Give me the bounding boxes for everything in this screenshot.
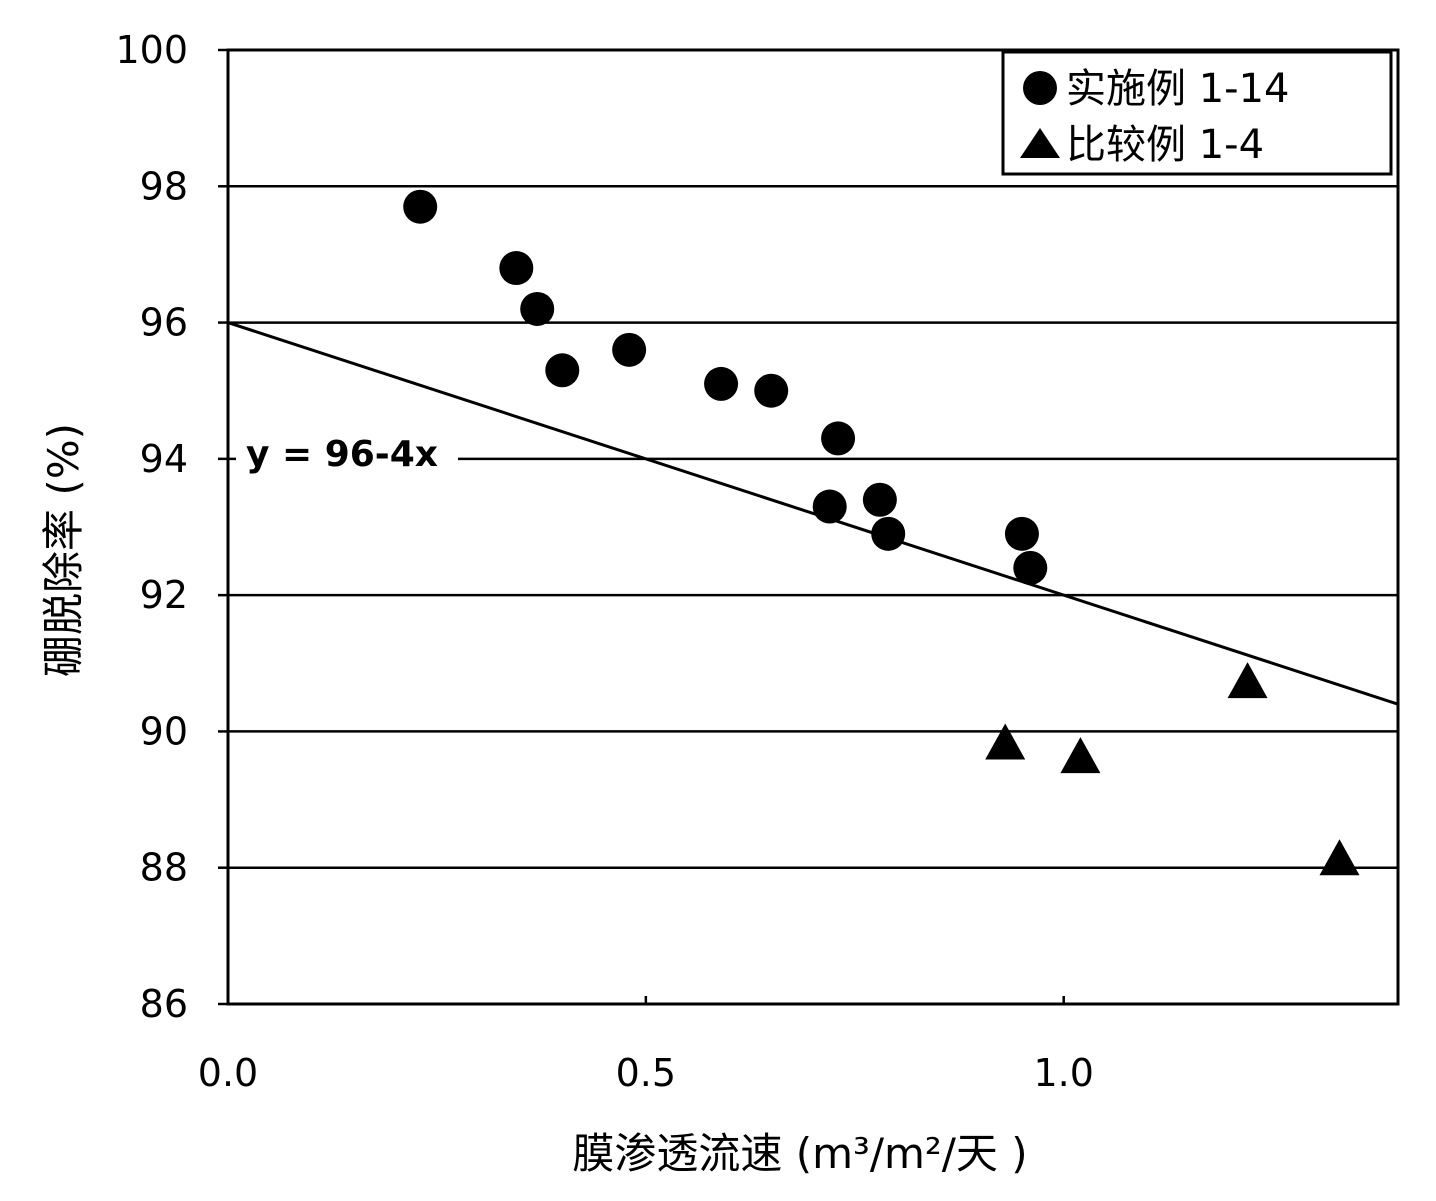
legend-marker-triangle [1020,128,1060,158]
point-circle-0 [403,189,438,224]
point-circle-8 [812,489,847,524]
point-triangle-3 [1319,839,1360,876]
point-circle-2 [520,291,555,326]
point-triangle-1 [1060,737,1101,774]
fit-line-group [227,321,1399,706]
y-tick-label-94: 94 [140,437,188,481]
point-triangle-0 [985,723,1026,760]
x-axis-title: 膜渗透流速 (m³/m²/天 ) [572,1129,1027,1178]
y-tick-label-88: 88 [140,846,188,890]
x-tick-labels: 0.0 0.5 1.0 [198,1051,1094,1095]
x-tick-label-0.5: 0.5 [616,1051,676,1095]
point-circle-6 [754,373,789,408]
legend: 实施例 1-14 比较例 1-4 [1001,50,1393,176]
point-circle-5 [704,366,739,401]
fit-line-label: y = 96-4x [246,434,438,475]
point-circle-11 [1004,516,1039,551]
point-circle-4 [612,332,647,367]
fit-line [227,321,1399,706]
y-tick-label-96: 96 [140,301,188,345]
y-tick-label-100: 100 [115,28,188,72]
tick-marks [218,48,1065,1006]
legend-marker-circle [1023,71,1057,105]
data-points [403,189,1360,876]
legend-box [1001,50,1393,176]
y-tick-label-98: 98 [140,164,188,208]
x-tick-label-1: 1.0 [1033,1051,1093,1095]
point-circle-9 [862,482,897,517]
plot-frame [226,48,1400,1006]
point-circle-7 [821,421,856,456]
point-triangle-2 [1227,662,1268,699]
y-axis-title: 硼脱除率 (%) [39,423,88,677]
point-circle-3 [545,353,580,388]
point-circle-1 [499,251,534,286]
legend-entry-1: 比较例 1-4 [1066,122,1264,168]
legend-entry-0: 实施例 1-14 [1066,66,1290,112]
y-tick-label-92: 92 [140,573,188,617]
y-tick-labels: 86 88 90 92 94 96 98 100 [115,28,188,1026]
x-tick-label-0: 0.0 [198,1051,258,1095]
grid-lines [228,185,1398,869]
point-circle-12 [1013,550,1048,585]
fit-label-background [236,425,458,481]
y-tick-label-86: 86 [140,982,188,1026]
point-circle-10 [871,516,906,551]
y-tick-label-90: 90 [140,709,188,753]
